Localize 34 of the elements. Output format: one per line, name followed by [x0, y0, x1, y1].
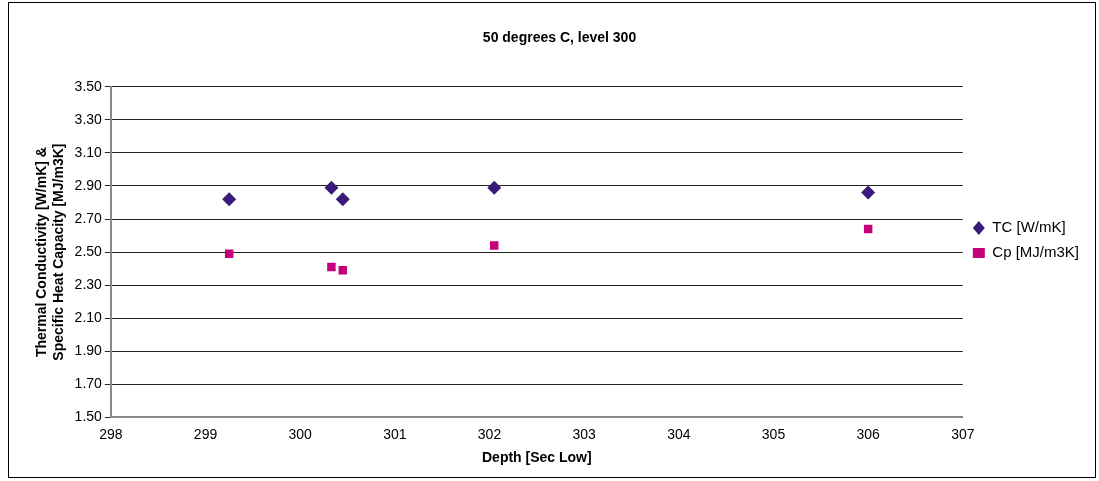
x-tick-label: 302 — [477, 425, 502, 442]
x-axis-title: Depth [Sec Low] — [482, 449, 592, 466]
legend-label: Cp [MJ/m3K] — [992, 243, 1080, 261]
point — [338, 266, 348, 275]
chart-title: 50 degrees C, level 300 — [482, 29, 637, 46]
y-tick-label: 2.70 — [74, 209, 103, 226]
x-tick-label: 298 — [99, 425, 123, 442]
y-tick-label: 2.50 — [74, 242, 103, 259]
point — [487, 180, 502, 195]
x-tick-label: 304 — [667, 425, 691, 442]
y-tick-label: 1.90 — [74, 342, 103, 359]
point — [327, 262, 336, 272]
x-tick-label: 303 — [572, 425, 597, 442]
y-tick-label: 1.70 — [74, 375, 103, 392]
point — [222, 192, 237, 207]
x-tick-label: 307 — [951, 425, 975, 442]
legend-label: TC [W/mK] — [992, 218, 1066, 236]
x-tick-label: 299 — [193, 425, 218, 442]
x-tick-label: 300 — [288, 425, 313, 442]
y-axis-title: Thermal Conductivity [W/mK] & Specific Heat Capacity [MJ/m3K] — [33, 143, 67, 361]
x-tick-label: 306 — [856, 425, 881, 442]
y-tick-label: 3.10 — [74, 143, 103, 160]
point — [489, 241, 499, 250]
y-tick-label: 3.30 — [74, 110, 103, 127]
y-tick-label: 1.50 — [74, 408, 103, 425]
y-tick-label: 2.30 — [74, 276, 103, 293]
y-tick-label: 2.10 — [74, 309, 103, 326]
y-tick-label: 2.90 — [74, 176, 103, 193]
x-tick-label: 305 — [761, 425, 786, 442]
point — [861, 185, 876, 200]
point — [335, 192, 350, 207]
x-tick-label: 301 — [383, 425, 407, 442]
y-tick-label: 3.50 — [74, 77, 103, 94]
point — [324, 180, 339, 195]
